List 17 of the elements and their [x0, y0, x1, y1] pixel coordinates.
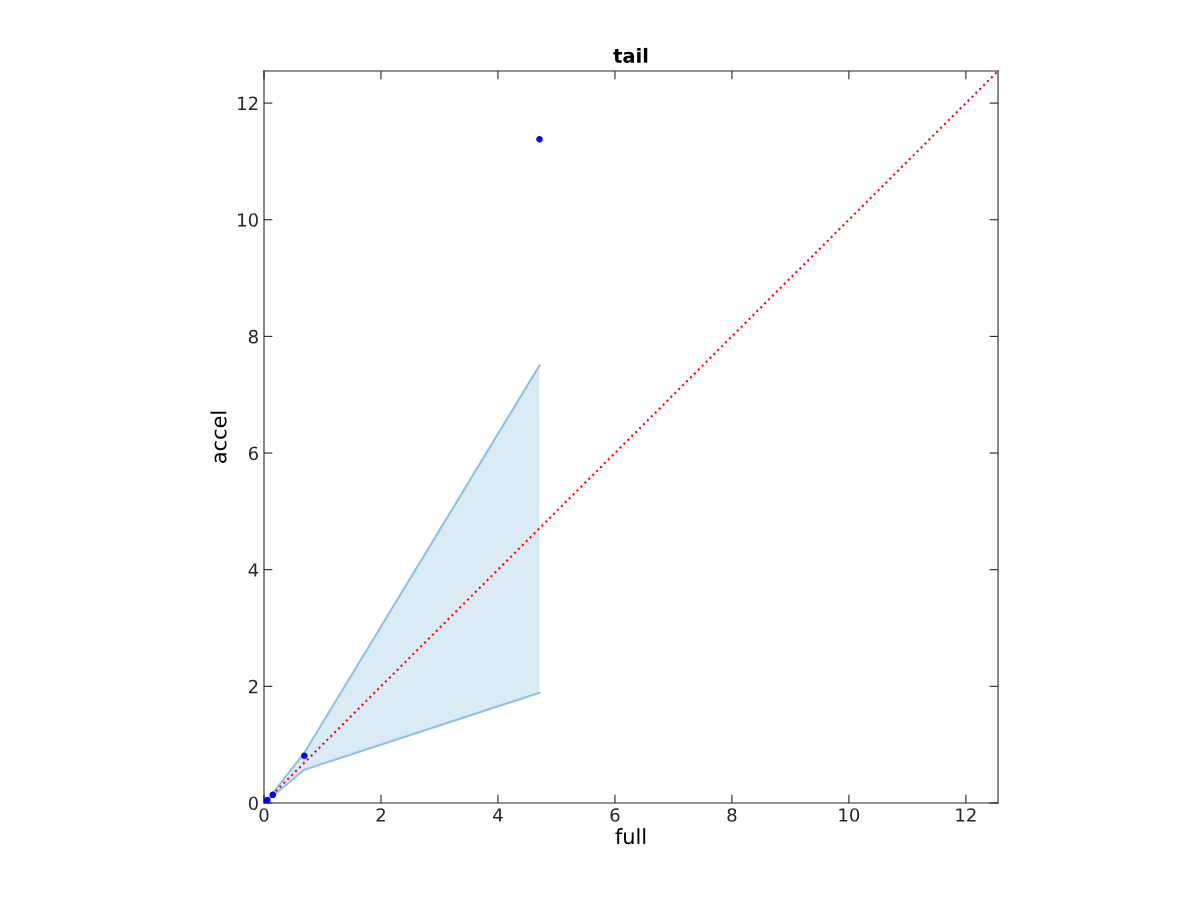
y-tick-label: 0 [248, 796, 258, 811]
y-tick-label: 4 [248, 563, 259, 577]
x-tick-label: 2 [376, 808, 385, 822]
x-tick-label: 0 [259, 808, 269, 822]
x-tick-label: 8 [727, 808, 737, 822]
x-tick-label: 4 [493, 808, 503, 822]
y-tick-label: 6 [248, 446, 258, 461]
y-tick-label: 2 [248, 679, 258, 694]
y-tick-label: 8 [248, 329, 258, 344]
x-axis-title: full [615, 828, 646, 845]
x-tick-label: 6 [610, 808, 620, 822]
x-tick-label: 12 [956, 808, 976, 822]
chart-title: tail [613, 47, 648, 63]
y-tick-label: 12 [238, 96, 258, 110]
y-tick-label: 10 [238, 213, 258, 227]
y-axis-title: accel [210, 411, 227, 463]
x-tick-label: 10 [839, 808, 860, 822]
